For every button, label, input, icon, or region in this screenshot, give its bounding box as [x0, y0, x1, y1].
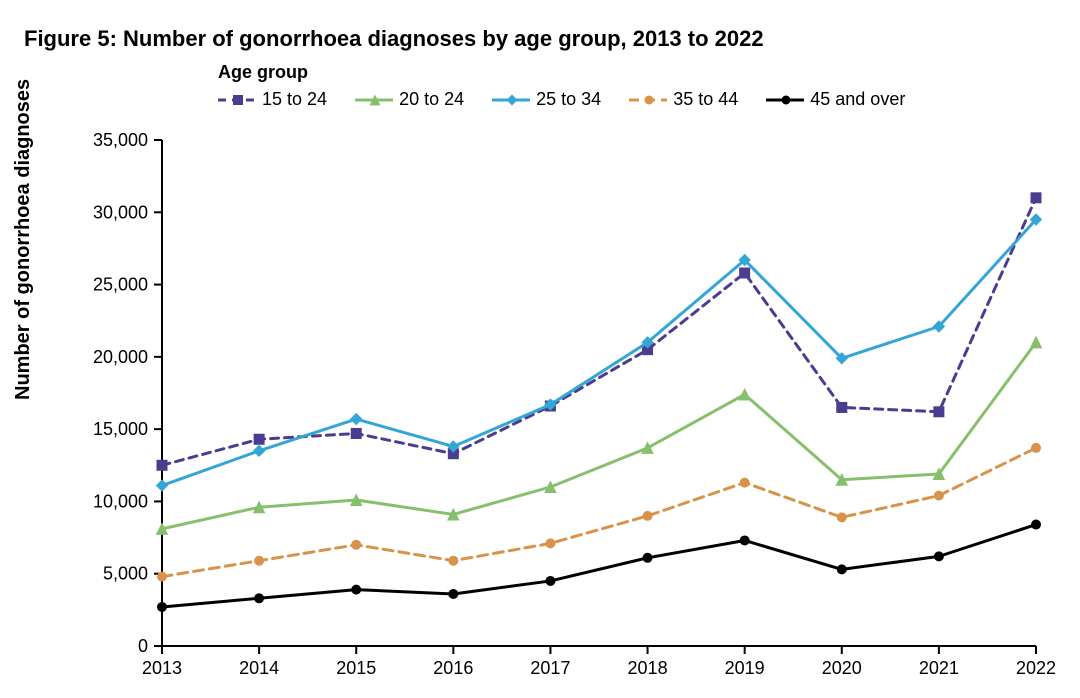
marker-circle-icon — [837, 565, 846, 574]
marker-circle-icon — [740, 536, 749, 545]
marker-circle-icon — [255, 594, 264, 603]
marker-circle-icon — [1032, 443, 1041, 452]
marker-circle-icon — [352, 540, 361, 549]
y-tick-label: 30,000 — [93, 202, 148, 222]
series-age_20_24 — [157, 337, 1042, 534]
marker-circle-icon — [1032, 520, 1041, 529]
legend-item-age_20_24: 20 to 24 — [355, 89, 464, 110]
marker-square-icon — [157, 460, 167, 470]
x-tick-label: 2021 — [919, 658, 959, 678]
marker-circle-icon — [740, 478, 749, 487]
marker-diamond-icon — [254, 445, 265, 456]
y-tick-label: 5,000 — [103, 564, 148, 584]
y-tick-label: 25,000 — [93, 275, 148, 295]
marker-circle-icon — [255, 556, 264, 565]
series-line — [162, 198, 1036, 465]
series-age_25_34 — [157, 214, 1042, 491]
marker-square-icon — [351, 428, 361, 438]
x-tick-label: 2014 — [239, 658, 279, 678]
marker-circle-icon — [546, 539, 555, 548]
y-tick-label: 10,000 — [93, 491, 148, 511]
marker-diamond-icon — [157, 480, 168, 491]
y-tick-label: 35,000 — [93, 130, 148, 150]
legend-item-age_15_24: 15 to 24 — [218, 89, 327, 110]
legend-label: 35 to 44 — [673, 89, 738, 110]
chart-title: Figure 5: Number of gonorrhoea diagnoses… — [24, 26, 1056, 52]
legend-label: 15 to 24 — [262, 89, 327, 110]
legend-label: 20 to 24 — [399, 89, 464, 110]
legend-swatch-icon — [492, 91, 530, 109]
x-tick-label: 2016 — [433, 658, 473, 678]
x-tick-label: 2020 — [822, 658, 862, 678]
marker-circle-icon — [546, 576, 555, 585]
marker-diamond-icon — [351, 414, 362, 425]
legend-row: 15 to 24 20 to 24 25 to 34 35 to 44 45 and o… — [218, 89, 905, 110]
legend-item-age_25_34: 25 to 34 — [492, 89, 601, 110]
series-line — [162, 525, 1036, 607]
legend-swatch-icon — [355, 91, 393, 109]
legend-title: Age group — [218, 62, 905, 83]
marker-square-icon — [1031, 193, 1041, 203]
x-tick-label: 2015 — [336, 658, 376, 678]
legend-swatch-icon — [218, 91, 256, 109]
y-tick-label: 20,000 — [93, 347, 148, 367]
marker-circle-icon — [449, 556, 458, 565]
marker-circle-icon — [449, 589, 458, 598]
y-tick-label: 15,000 — [93, 419, 148, 439]
series-age_15_24 — [157, 193, 1041, 470]
legend-label: 25 to 34 — [536, 89, 601, 110]
line-chart-svg: 0 5,000 10,000 15,000 20,000 25,000 30,000 35,0… — [64, 128, 1056, 688]
marker-circle-icon — [837, 513, 846, 522]
marker-square-icon — [740, 268, 750, 278]
series-line — [162, 220, 1036, 486]
series-line — [162, 342, 1036, 528]
marker-circle-icon — [352, 585, 361, 594]
chart-container: Figure 5: Number of gonorrhoea diagnoses… — [0, 0, 1080, 698]
plot-area: 0 5,000 10,000 15,000 20,000 25,000 30,000 35,0… — [64, 128, 1056, 688]
marker-circle-icon — [643, 553, 652, 562]
x-tick-label: 2019 — [725, 658, 765, 678]
marker-circle-icon — [158, 602, 167, 611]
x-tick-label: 2017 — [530, 658, 570, 678]
marker-circle-icon — [158, 572, 167, 581]
y-axis-label: Number of gonorrhoea diagnoses — [12, 79, 35, 400]
marker-square-icon — [837, 402, 847, 412]
legend-item-age_35_44: 35 to 44 — [629, 89, 738, 110]
marker-circle-icon — [643, 511, 652, 520]
legend-item-age_45_over: 45 and over — [766, 89, 905, 110]
x-tick-label: 2018 — [628, 658, 668, 678]
legend-swatch-icon — [766, 91, 804, 109]
y-tick-label: 0 — [138, 636, 148, 656]
marker-circle-icon — [934, 552, 943, 561]
legend-swatch-icon — [629, 91, 667, 109]
x-tick-label: 2013 — [142, 658, 182, 678]
marker-triangle-icon — [1031, 337, 1042, 348]
marker-square-icon — [254, 434, 264, 444]
marker-square-icon — [934, 407, 944, 417]
legend: Age group 15 to 24 20 to 24 25 to 34 35 to … — [218, 62, 905, 110]
x-tick-label: 2022 — [1016, 658, 1056, 678]
series-age_45_over — [158, 520, 1041, 611]
legend-label: 45 and over — [810, 89, 905, 110]
marker-triangle-icon — [739, 389, 750, 400]
marker-circle-icon — [934, 491, 943, 500]
